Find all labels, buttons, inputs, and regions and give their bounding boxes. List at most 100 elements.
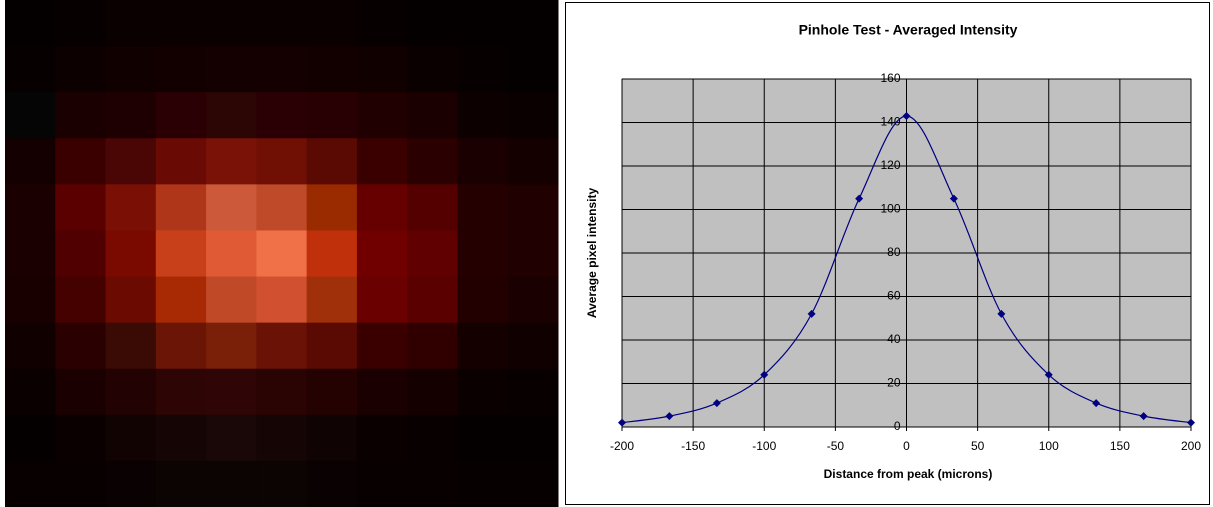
pixel	[5, 92, 56, 139]
y-tick-label: 20	[887, 376, 901, 390]
pixel	[156, 138, 207, 185]
pixel	[307, 230, 358, 277]
pixel	[457, 369, 508, 416]
screenshot: Pinhole Test - Averaged Intensity Distan…	[0, 0, 1213, 507]
y-tick-label: 120	[880, 158, 900, 172]
pixel	[106, 92, 157, 139]
pixel	[256, 92, 307, 139]
pixel	[508, 46, 559, 93]
pixel	[156, 461, 207, 507]
pixel	[5, 184, 56, 231]
pixel	[357, 415, 408, 462]
pixel	[307, 184, 358, 231]
pixel	[256, 323, 307, 370]
pixel	[407, 46, 458, 93]
pixel	[156, 369, 207, 416]
pixel	[407, 369, 458, 416]
pixel	[357, 184, 408, 231]
pixel	[106, 461, 157, 507]
pixel	[206, 138, 257, 185]
pixel	[55, 46, 106, 93]
pixel	[206, 230, 257, 277]
pixel	[156, 92, 207, 139]
pixel	[55, 323, 106, 370]
y-tick-label: 0	[894, 419, 901, 433]
pixel	[307, 277, 358, 324]
pixel	[307, 461, 358, 507]
pixel	[457, 46, 508, 93]
pixel	[106, 138, 157, 185]
pixel	[457, 415, 508, 462]
pixel	[106, 369, 157, 416]
pixel	[357, 277, 408, 324]
pixel	[457, 0, 508, 47]
x-tick-label: -50	[827, 439, 845, 453]
pixel	[307, 46, 358, 93]
x-axis-title: Distance from peak (microns)	[824, 467, 993, 481]
pixel	[5, 0, 56, 47]
pixel	[357, 323, 408, 370]
pixel	[508, 184, 559, 231]
pixel	[508, 277, 559, 324]
pixel	[106, 415, 157, 462]
pixel	[508, 0, 559, 47]
pixel	[508, 369, 559, 416]
pixel	[508, 138, 559, 185]
pinhole-image	[5, 0, 559, 507]
x-tick-label: -100	[752, 439, 776, 453]
y-tick-label: 40	[887, 332, 901, 346]
pixel	[156, 230, 207, 277]
x-tick-label: 200	[1181, 439, 1201, 453]
pixel	[357, 230, 408, 277]
y-tick-label: 80	[887, 245, 901, 259]
pixel	[407, 230, 458, 277]
pixel	[55, 415, 106, 462]
x-tick-label: 50	[971, 439, 985, 453]
y-tick-label: 60	[887, 289, 901, 303]
pixel	[206, 0, 257, 47]
pixel	[256, 0, 307, 47]
x-tick-label: 150	[1110, 439, 1130, 453]
pixel	[206, 461, 257, 507]
pixel	[55, 92, 106, 139]
pixel	[457, 461, 508, 507]
y-tick-label: 160	[880, 71, 900, 85]
pixel	[457, 323, 508, 370]
pixel	[457, 230, 508, 277]
pixel	[55, 184, 106, 231]
pixel	[55, 277, 106, 324]
pixel	[256, 277, 307, 324]
pixel	[55, 461, 106, 507]
pixel	[457, 184, 508, 231]
pixel	[508, 92, 559, 139]
x-tick-label: 100	[1039, 439, 1059, 453]
pixel	[206, 415, 257, 462]
pixel	[256, 46, 307, 93]
pixel	[5, 369, 56, 416]
pixel	[106, 46, 157, 93]
pixel	[357, 138, 408, 185]
pixel	[407, 138, 458, 185]
pixel	[5, 138, 56, 185]
pixel	[407, 0, 458, 47]
pixel	[5, 323, 56, 370]
pixel	[156, 323, 207, 370]
pixel	[206, 46, 257, 93]
pixel	[256, 138, 307, 185]
pixel	[357, 0, 408, 47]
pixel	[106, 323, 157, 370]
pixel	[206, 184, 257, 231]
pixel	[508, 230, 559, 277]
x-tick-label: -200	[610, 439, 634, 453]
pixel	[5, 277, 56, 324]
pixel	[206, 277, 257, 324]
pixel	[106, 184, 157, 231]
pixel	[106, 0, 157, 47]
pixel	[407, 461, 458, 507]
pixel	[106, 230, 157, 277]
page: {"chart_data": {"type": "line", "title":…	[0, 0, 1213, 507]
pixel	[55, 369, 106, 416]
pixel	[357, 461, 408, 507]
pixel	[156, 46, 207, 93]
pixel	[106, 277, 157, 324]
